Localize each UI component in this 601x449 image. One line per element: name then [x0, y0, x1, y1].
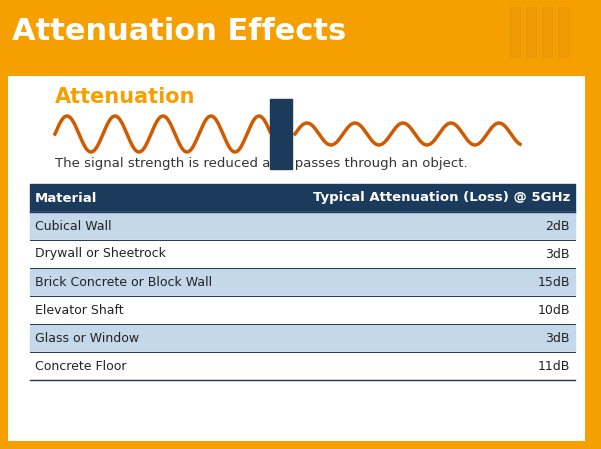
Bar — [30, 240, 575, 268]
Bar — [30, 324, 575, 352]
Bar — [270, 99, 292, 169]
Text: Glass or Window: Glass or Window — [35, 331, 139, 344]
Bar — [0, 0, 601, 64]
Bar — [30, 352, 575, 380]
Text: 10dB: 10dB — [537, 304, 570, 317]
Bar — [526, 7, 536, 57]
Text: Brick Concrete or Block Wall: Brick Concrete or Block Wall — [35, 276, 212, 289]
Bar — [30, 212, 575, 240]
Bar — [30, 296, 575, 324]
Text: Elevator Shaft: Elevator Shaft — [35, 304, 124, 317]
Bar — [558, 7, 568, 57]
Text: 15dB: 15dB — [537, 276, 570, 289]
Bar — [30, 184, 575, 212]
Text: 11dB: 11dB — [538, 360, 570, 373]
Bar — [30, 268, 575, 296]
Bar — [510, 7, 520, 57]
Text: Material: Material — [35, 192, 97, 204]
Text: 3dB: 3dB — [546, 331, 570, 344]
Text: Concrete Floor: Concrete Floor — [35, 360, 126, 373]
Bar — [542, 7, 552, 57]
FancyBboxPatch shape — [8, 76, 585, 441]
Text: Typical Attenuation (Loss) @ 5GHz: Typical Attenuation (Loss) @ 5GHz — [313, 192, 570, 204]
Text: Cubical Wall: Cubical Wall — [35, 220, 112, 233]
Text: 3dB: 3dB — [546, 247, 570, 260]
Text: The signal strength is reduced as it passes through an object.: The signal strength is reduced as it pas… — [55, 158, 468, 171]
Text: 2dB: 2dB — [546, 220, 570, 233]
Text: Drywall or Sheetrock: Drywall or Sheetrock — [35, 247, 166, 260]
Text: Attenuation Effects: Attenuation Effects — [12, 18, 346, 47]
Text: Attenuation: Attenuation — [55, 87, 195, 107]
